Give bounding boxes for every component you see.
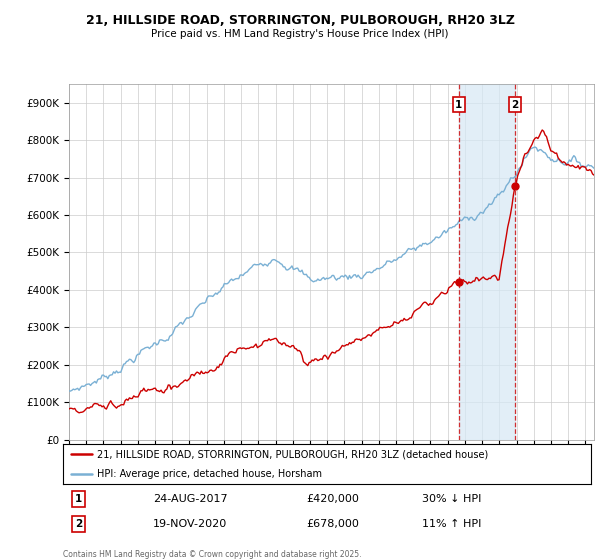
- Bar: [459, 84, 515, 440]
- Text: 11% ↑ HPI: 11% ↑ HPI: [422, 519, 481, 529]
- Text: 2: 2: [75, 519, 82, 529]
- Text: 24-AUG-2017: 24-AUG-2017: [153, 494, 227, 504]
- Text: 1: 1: [75, 494, 82, 504]
- Text: 1: 1: [455, 100, 463, 110]
- Text: Contains HM Land Registry data © Crown copyright and database right 2025.
This d: Contains HM Land Registry data © Crown c…: [63, 550, 361, 560]
- Text: 2: 2: [511, 100, 518, 110]
- Text: Price paid vs. HM Land Registry's House Price Index (HPI): Price paid vs. HM Land Registry's House …: [151, 29, 449, 39]
- Text: 30% ↓ HPI: 30% ↓ HPI: [422, 494, 481, 504]
- Text: 21, HILLSIDE ROAD, STORRINGTON, PULBOROUGH, RH20 3LZ: 21, HILLSIDE ROAD, STORRINGTON, PULBOROU…: [86, 14, 515, 27]
- Text: 19-NOV-2020: 19-NOV-2020: [153, 519, 227, 529]
- Text: £420,000: £420,000: [306, 494, 359, 504]
- Text: HPI: Average price, detached house, Horsham: HPI: Average price, detached house, Hors…: [97, 469, 322, 479]
- Text: £678,000: £678,000: [306, 519, 359, 529]
- Text: 21, HILLSIDE ROAD, STORRINGTON, PULBOROUGH, RH20 3LZ (detached house): 21, HILLSIDE ROAD, STORRINGTON, PULBOROU…: [97, 449, 488, 459]
